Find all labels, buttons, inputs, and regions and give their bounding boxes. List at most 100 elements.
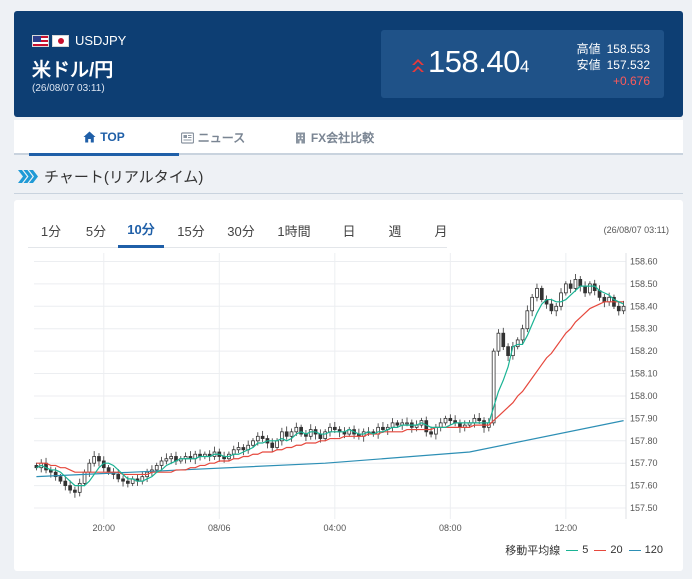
candle-body [621, 305, 626, 312]
candle-body [294, 426, 299, 433]
high-label: 高値 [576, 42, 601, 56]
period-option[interactable]: 5分 [85, 223, 107, 239]
candle-body [549, 303, 554, 312]
y-tick-label: 158.20 [630, 346, 658, 356]
candle-body [568, 283, 573, 289]
double-chevron-up-icon [412, 59, 424, 72]
candle-body [554, 305, 559, 312]
candle-body [241, 447, 246, 451]
candle-body [515, 339, 520, 348]
currency-header: USDJPY 米ドル/円 (26/08/07 03:11) 158.404 高値… [14, 11, 683, 117]
candle-body [458, 422, 462, 428]
candle-body [121, 478, 125, 482]
candle-body [260, 435, 265, 439]
period-option[interactable]: 週 [388, 223, 402, 239]
candle-body [53, 471, 58, 478]
y-tick-label: 157.80 [630, 436, 658, 446]
current-price: 158.404 [428, 44, 529, 79]
candle-body [280, 431, 284, 442]
candle-body [126, 480, 130, 484]
candle-body [68, 485, 72, 491]
tab-top[interactable]: TOP [29, 120, 179, 156]
candle-body [159, 460, 164, 466]
y-tick-label: 158.10 [630, 369, 658, 379]
candle-body [588, 283, 592, 294]
y-tick-label: 158.30 [630, 324, 658, 334]
tab-fx-comparison[interactable]: FX会社比較 [259, 120, 409, 155]
y-tick-label: 157.70 [630, 458, 658, 468]
candle-body [251, 440, 255, 446]
legend-title: 移動平均線 [505, 545, 561, 557]
price-change: +0.676 [612, 74, 650, 88]
chart-timestamp: (26/08/07 03:11) [603, 225, 669, 235]
candle-body [381, 426, 385, 430]
pair-name: 米ドル/円 [32, 60, 114, 81]
candle-body [328, 426, 332, 433]
candle-body [602, 296, 607, 303]
low-label: 安値 [576, 58, 601, 72]
low-value: 157.532 [606, 58, 650, 72]
moving-average-legend: 移動平均線 5 20 120 [505, 542, 663, 558]
candle-body [535, 287, 539, 298]
legend-item: 120 [628, 544, 663, 556]
high-value: 158.553 [606, 42, 650, 56]
candle-body [332, 426, 337, 430]
candle-body [255, 435, 260, 442]
candle-body [231, 449, 236, 455]
candle-body [275, 440, 279, 448]
candle-body [58, 476, 63, 482]
y-tick-label: 157.90 [630, 413, 658, 423]
candle-body [390, 422, 395, 428]
candle-body [429, 431, 433, 435]
candle-body [164, 458, 169, 462]
x-tick-label: 12:00 [555, 523, 578, 533]
currency-pair-row: USDJPY [32, 33, 126, 48]
candle-body [405, 422, 409, 425]
period-option[interactable]: 1分 [40, 223, 62, 239]
x-tick-label: 08:00 [439, 523, 462, 533]
candle-body [616, 305, 621, 312]
high-low-block: 高値 158.553 安値 157.532 +0.676 [577, 41, 650, 89]
candle-body [284, 431, 289, 437]
section-divider [14, 193, 683, 194]
candle-body [154, 465, 159, 471]
candle-body [448, 417, 453, 422]
tab-news[interactable]: ニュース [138, 120, 288, 155]
candle-body [116, 474, 121, 480]
candle-body [482, 420, 486, 428]
candle-body [563, 283, 568, 294]
x-tick-label: 08/06 [208, 523, 231, 533]
candle-body [289, 431, 294, 437]
x-tick-label: 04:00 [324, 523, 347, 533]
y-tick-label: 158.40 [630, 301, 658, 311]
chart-card: 1分 5分 10分 15分 30分 1時間 日 週 月 (26/08/07 03:11) 158… [14, 200, 683, 571]
period-option[interactable]: 30分 [227, 223, 255, 239]
main-tabs: TOP ニュース FX会社比較 [14, 120, 683, 156]
candle-body [438, 422, 443, 428]
building-icon [295, 132, 305, 143]
y-tick-label: 158.00 [630, 391, 658, 401]
ma20-line [36, 301, 624, 476]
y-tick-label: 157.60 [630, 481, 658, 491]
candle-body [491, 350, 496, 424]
period-option[interactable]: 日 [342, 223, 356, 239]
chart-section-title: チャート(リアルタイム) [18, 166, 203, 187]
candle-body [443, 417, 448, 424]
y-tick-label: 158.60 [630, 256, 658, 266]
candle-body [607, 296, 611, 303]
period-option[interactable]: 1時間 [277, 223, 311, 239]
candle-body [63, 480, 68, 487]
period-option[interactable]: 15分 [177, 223, 205, 239]
candle-body [395, 422, 400, 426]
candle-body [270, 442, 275, 448]
period-option[interactable]: 月 [434, 223, 448, 239]
y-tick-label: 157.50 [630, 503, 658, 513]
candle-body [559, 292, 563, 307]
candle-body [520, 328, 525, 341]
candle-body [97, 456, 101, 462]
candle-body [299, 426, 303, 435]
period-option[interactable]: 10分 [118, 212, 164, 248]
price-chart[interactable]: 158.60 158.50 158.40 158.30 158.20 158.10 158.… [14, 200, 683, 571]
candle-body [106, 467, 111, 473]
candle-body [73, 489, 77, 493]
